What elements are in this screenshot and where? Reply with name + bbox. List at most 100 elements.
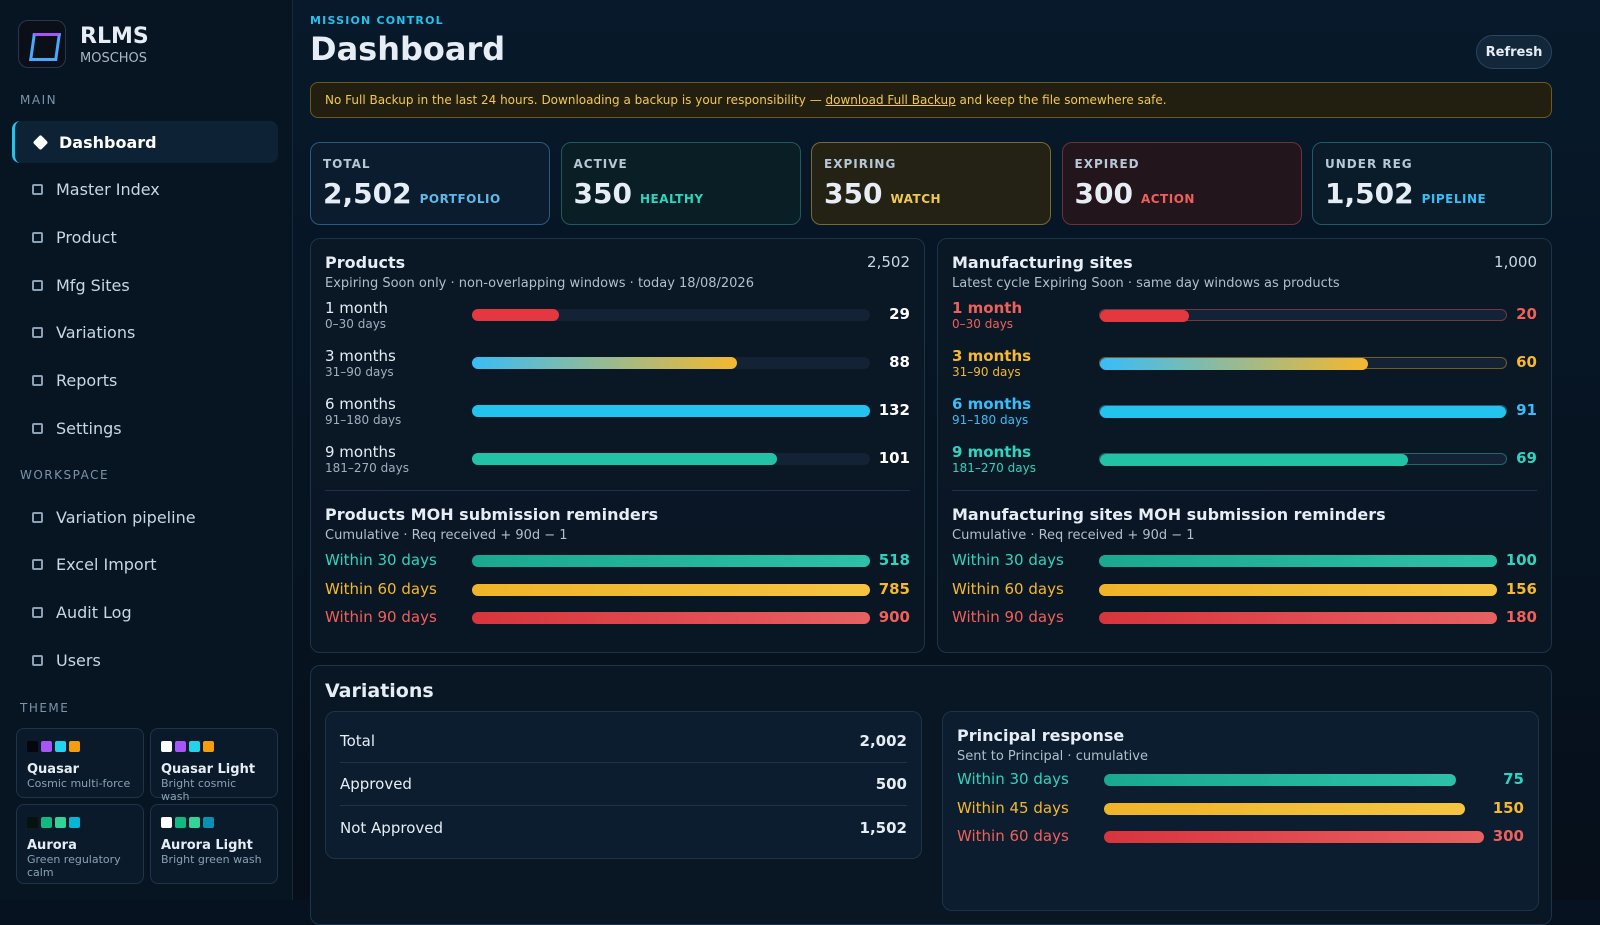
reminder-bar: [472, 583, 870, 596]
alert-link[interactable]: download Full Backup: [825, 93, 956, 107]
principal-bar: [1104, 831, 1484, 843]
row-count: 88: [889, 353, 910, 371]
expiry-row: 1 month 0–30 days 20: [952, 299, 1537, 347]
reminder-count: 156: [1505, 579, 1537, 598]
stat-card: UNDER REG 1,502 PIPELINE: [1312, 142, 1552, 225]
row-count: 91: [1516, 401, 1537, 419]
expiry-row: 6 months 91–180 days 132: [325, 395, 910, 443]
swatch: [55, 817, 66, 828]
bar-fill: [472, 309, 560, 321]
variations-title: Variations: [325, 680, 434, 702]
nav-item[interactable]: Audit Log: [12, 591, 278, 633]
theme-name: Quasar: [27, 762, 79, 777]
nav-item[interactable]: Mfg Sites: [12, 264, 278, 306]
stat-value: 350: [573, 177, 632, 210]
stat-card: EXPIRING 350 WATCH: [811, 142, 1051, 225]
logo: [18, 20, 66, 68]
principal-card: Principal response Sent to Principal · cu…: [942, 711, 1539, 911]
theme-card[interactable]: Quasar Cosmic multi-force: [16, 728, 144, 798]
swatch: [41, 817, 52, 828]
nav-label: Dashboard: [59, 132, 157, 152]
nav-icon: [32, 375, 43, 386]
nav-icon: [32, 511, 43, 523]
swatch: [41, 741, 52, 752]
principal-label: Within 30 days: [957, 770, 1069, 788]
nav-item[interactable]: Variation pipeline: [12, 496, 278, 538]
nav-item[interactable]: Settings: [12, 407, 278, 449]
reminders: Products MOH submission reminders Cumulat…: [325, 505, 910, 637]
expiry-row: 9 months 181–270 days 69: [952, 443, 1537, 491]
expiry-rows: 1 month 0–30 days 20 3 months 31–90 days 60 6 …: [952, 299, 1537, 491]
panel-title: Manufacturing sites: [952, 253, 1133, 272]
reminder-label: Within 30 days: [952, 551, 1064, 569]
nav-item[interactable]: Dashboard: [12, 121, 278, 163]
reminder-row: Within 30 days 518: [325, 551, 910, 580]
section-title: THEME: [20, 701, 70, 715]
stat-label: UNDER REG: [1325, 157, 1413, 171]
stat-value: 300: [1074, 177, 1133, 210]
panel-total: 1,000: [1494, 253, 1537, 271]
row-label: 1 month: [325, 299, 388, 317]
refresh-button[interactable]: Refresh: [1476, 35, 1552, 69]
stat-card: TOTAL 2,502 PORTFOLIO: [310, 142, 550, 225]
nav-label: Variation pipeline: [56, 507, 196, 527]
nav-icon: [32, 134, 49, 150]
swatch: [203, 817, 214, 828]
bar-fill: [472, 357, 738, 369]
nav-icon: [32, 654, 43, 666]
theme-card[interactable]: Quasar Light Bright cosmic wash: [150, 728, 278, 803]
principal-label: Within 60 days: [957, 827, 1069, 845]
nav-item[interactable]: Excel Import: [12, 544, 278, 586]
swatch: [203, 741, 214, 752]
reminder-row: Within 60 days 156: [952, 580, 1537, 609]
expiry-row: 1 month 0–30 days 29: [325, 299, 910, 347]
stat-tag: PORTFOLIO: [419, 192, 501, 206]
nav-item[interactable]: Master Index: [12, 169, 278, 211]
row-label: Approved: [340, 775, 412, 793]
row-label: 9 months: [952, 443, 1032, 461]
reminder-count: 180: [1505, 608, 1537, 626]
reminder-label: Within 30 days: [325, 551, 437, 569]
row-range: 0–30 days: [325, 317, 387, 331]
stat-tag: PIPELINE: [1421, 192, 1487, 206]
swatch: [161, 741, 172, 752]
swatch: [69, 741, 80, 752]
nav-label: Reports: [56, 371, 118, 390]
theme-card[interactable]: Aurora Green regulatory calm: [16, 804, 144, 884]
row-label: 9 months: [325, 443, 396, 461]
nav-label: Product: [56, 227, 117, 247]
reminder-label: Within 60 days: [325, 579, 437, 598]
row-range: 0–30 days: [952, 317, 1014, 331]
principal-count: 300: [1492, 827, 1524, 845]
row-count: 20: [1516, 305, 1537, 323]
row-range: 91–180 days: [952, 413, 1029, 427]
row-range: 181–270 days: [952, 461, 1036, 475]
nav-item[interactable]: Users: [12, 639, 278, 681]
principal-row: Within 60 days 300: [957, 827, 1524, 856]
bar-fill: [472, 405, 870, 417]
swatches: [27, 737, 133, 756]
row-range: 31–90 days: [325, 365, 394, 379]
nav-label: Settings: [56, 418, 122, 438]
reminder-label: Within 90 days: [325, 608, 437, 626]
theme-desc: Green regulatory calm: [27, 853, 121, 879]
reminders-subtitle: Cumulative · Req received + 90d − 1: [952, 528, 1195, 543]
nav-icon: [32, 606, 43, 618]
section-title: MAIN: [20, 93, 58, 107]
principal-count: 150: [1492, 798, 1524, 817]
swatches: [161, 813, 267, 832]
nav-item[interactable]: Product: [12, 216, 278, 258]
nav-item[interactable]: Variations: [12, 312, 278, 354]
section-title: WORKSPACE: [20, 468, 110, 482]
theme-card[interactable]: Aurora Light Bright green wash: [150, 804, 278, 884]
nav-item[interactable]: Reports: [12, 360, 278, 402]
stat-label: EXPIRED: [1074, 157, 1140, 171]
swatch: [175, 817, 186, 828]
principal-fill: [1104, 831, 1484, 843]
theme-desc: Bright green wash: [161, 853, 262, 866]
nav-icon: [32, 279, 43, 291]
row-label: 3 months: [952, 347, 1032, 365]
bar-fill: [1100, 406, 1506, 418]
stat-tag: HEALTHY: [639, 192, 704, 206]
principal-bar: [1104, 774, 1484, 786]
